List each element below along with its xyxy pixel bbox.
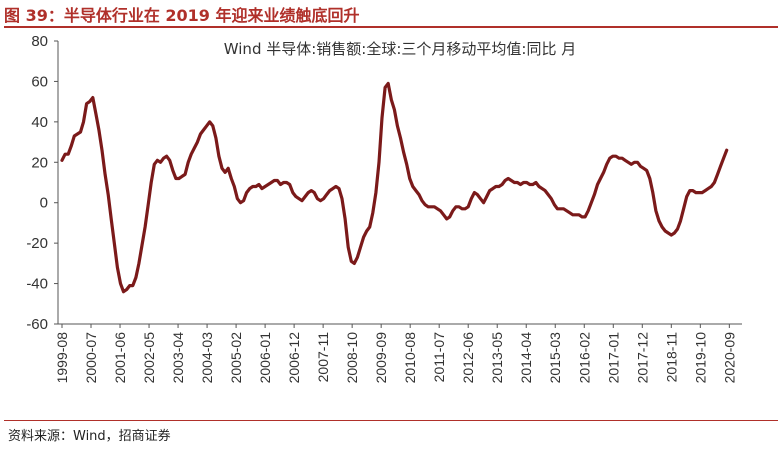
y-tick-label: -60 <box>26 316 48 333</box>
title-rule <box>4 26 778 28</box>
series-line <box>60 81 729 294</box>
x-tick-label: 1999-08 <box>54 332 70 384</box>
y-tick-label: 60 <box>31 73 48 90</box>
x-tick-label: 2003-04 <box>170 332 186 384</box>
x-tick-label: 2012-06 <box>460 332 476 384</box>
x-tick-label: 2011-07 <box>431 332 447 383</box>
x-tick-label: 2020-09 <box>721 332 737 384</box>
source-rule <box>4 420 778 421</box>
source-note: 资料来源：Wind，招商证券 <box>8 429 171 444</box>
x-tick-label: 2018-11 <box>663 332 679 383</box>
x-tick-label: 2017-01 <box>605 332 621 384</box>
x-tick-label: 2004-03 <box>199 332 215 384</box>
x-tick-label: 2014-04 <box>518 332 534 384</box>
y-tick-label: 20 <box>31 154 48 171</box>
x-tick-label: 2005-02 <box>228 332 244 384</box>
x-tick-label: 2007-11 <box>315 332 331 383</box>
x-tick-label: 2000-07 <box>83 332 99 384</box>
figure-title: 图 39：半导体行业在 2019 年迎来业绩触底回升 <box>4 6 360 25</box>
x-tick-label: 2009-09 <box>373 332 389 384</box>
x-tick-label: 2015-03 <box>547 332 563 384</box>
x-tick-label: 2019-10 <box>692 332 708 384</box>
x-tick-label: 2016-02 <box>576 332 592 384</box>
x-tick-label: 2008-10 <box>344 332 360 384</box>
x-tick-label: 2002-05 <box>141 332 157 384</box>
y-tick-label: -40 <box>26 276 48 293</box>
y-tick-label: 80 <box>31 33 48 50</box>
x-tick-label: 2017-12 <box>634 332 650 384</box>
y-tick-label: 0 <box>40 195 48 212</box>
x-tick-label: 2010-08 <box>402 332 418 384</box>
x-tick-label: 2001-06 <box>112 332 128 384</box>
x-tick-label: 2006-01 <box>257 332 273 384</box>
x-tick-label: 2006-12 <box>286 332 302 384</box>
y-tick-label: -20 <box>26 235 48 252</box>
x-tick-label: 2013-05 <box>489 332 505 384</box>
legend-entry: Wind 半导体:销售额:全球:三个月移动平均值:同比 月 <box>224 40 576 58</box>
y-tick-label: 40 <box>31 114 48 131</box>
